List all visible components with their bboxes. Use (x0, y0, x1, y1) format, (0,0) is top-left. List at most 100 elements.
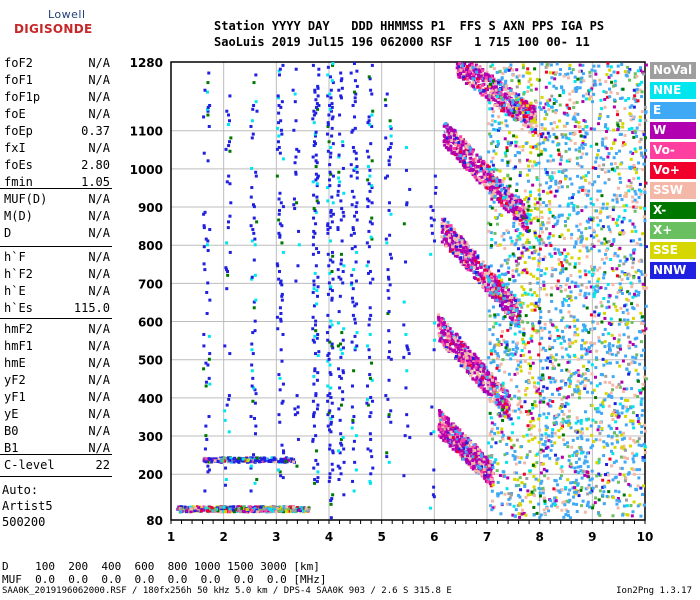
echo-point (452, 133, 456, 137)
echo-point (277, 103, 281, 107)
echo-point (229, 136, 233, 140)
echo-point (543, 326, 547, 330)
echo-point (469, 164, 473, 168)
echo-point (611, 217, 615, 221)
echo-point (250, 119, 254, 123)
echo-point (534, 301, 538, 305)
echo-point (498, 414, 502, 418)
echo-point (569, 481, 573, 485)
echo-point (456, 248, 460, 252)
echo-point (369, 184, 373, 188)
echo-point (511, 252, 515, 256)
echo-point (613, 83, 617, 87)
echo-point (614, 420, 618, 424)
echo-point (459, 154, 463, 158)
echo-point (503, 191, 507, 195)
echo-point (330, 344, 334, 348)
echo-point (518, 218, 522, 222)
echo-point (559, 379, 563, 383)
echo-point (497, 388, 501, 392)
echo-point (368, 77, 372, 81)
echo-point (316, 353, 320, 357)
echo-point (281, 476, 285, 480)
echo-point (590, 265, 594, 269)
echo-point (463, 76, 467, 80)
echo-point (569, 290, 573, 294)
echo-point (383, 98, 387, 102)
echo-point (576, 237, 580, 241)
echo-point (627, 299, 631, 303)
echo-point (481, 367, 485, 371)
echo-point (513, 194, 517, 198)
echo-point (340, 77, 344, 81)
echo-point (277, 69, 281, 73)
echo-point (596, 284, 600, 288)
echo-point (562, 515, 566, 519)
echo-point (504, 88, 508, 92)
echo-point (355, 302, 359, 306)
echo-point (336, 464, 340, 468)
echo-point (311, 63, 315, 67)
echo-point (522, 219, 526, 223)
echo-point (370, 159, 374, 163)
echo-point (493, 432, 497, 436)
echo-point (342, 264, 346, 268)
echo-point (277, 134, 281, 138)
echo-point (605, 147, 609, 151)
echo-point (447, 148, 451, 152)
echo-point (330, 134, 334, 138)
echo-point (339, 218, 343, 222)
echo-point (457, 355, 461, 359)
echo-point (615, 121, 619, 125)
echo-point (469, 369, 473, 373)
echo-point (279, 317, 283, 321)
echo-point (280, 283, 284, 287)
echo-point (493, 273, 497, 277)
echo-point (490, 455, 494, 459)
echo-point (485, 265, 489, 269)
echo-point (479, 178, 483, 182)
echo-point (430, 224, 434, 228)
echo-point (501, 470, 505, 474)
echo-point (471, 66, 475, 70)
echo-point (370, 361, 374, 365)
echo-point (633, 129, 637, 133)
echo-point (512, 92, 516, 96)
echo-point (631, 130, 635, 134)
echo-point (495, 103, 499, 107)
echo-point (629, 157, 633, 161)
echo-point (342, 460, 346, 464)
echo-point (559, 467, 563, 471)
echo-point (473, 72, 477, 76)
echo-point (312, 109, 316, 113)
echo-point (314, 319, 318, 323)
echo-point (203, 210, 207, 214)
echo-point (498, 83, 502, 87)
echo-point (384, 176, 388, 180)
echo-point (498, 184, 502, 188)
echo-point (440, 331, 444, 335)
echo-point (470, 254, 474, 258)
echo-point (468, 363, 472, 367)
echo-point (540, 95, 544, 99)
param-name: foEs (4, 158, 33, 172)
echo-point (315, 102, 319, 106)
echo-point (445, 416, 449, 420)
echo-point (518, 399, 522, 403)
echo-point (525, 386, 529, 390)
echo-point (462, 73, 466, 77)
echo-point (389, 357, 393, 361)
echo-point (481, 83, 485, 87)
echo-point (276, 126, 280, 130)
echo-point (387, 415, 391, 419)
echo-point (557, 150, 561, 154)
echo-point (453, 243, 457, 247)
echo-point (492, 387, 496, 391)
echo-point (486, 73, 490, 77)
echo-point (602, 261, 606, 265)
echo-point (569, 236, 573, 240)
echo-point (603, 125, 607, 129)
echo-point (366, 121, 370, 125)
echo-point (311, 243, 315, 247)
echo-point (502, 238, 506, 242)
